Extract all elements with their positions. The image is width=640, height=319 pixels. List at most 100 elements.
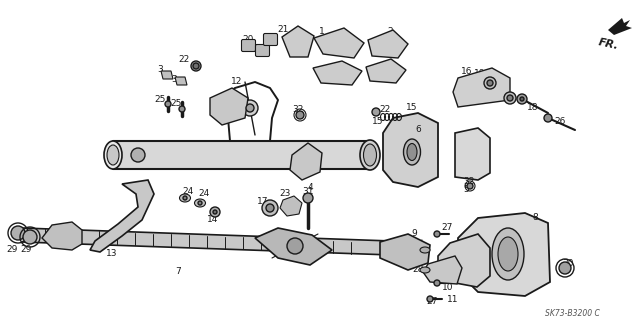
- Text: 22: 22: [380, 105, 390, 114]
- Text: 9: 9: [411, 229, 417, 239]
- Polygon shape: [22, 228, 420, 256]
- Polygon shape: [280, 196, 302, 216]
- Ellipse shape: [195, 199, 205, 207]
- Text: 23: 23: [279, 189, 291, 198]
- Ellipse shape: [420, 247, 430, 253]
- Circle shape: [544, 114, 552, 122]
- Circle shape: [23, 230, 37, 244]
- Circle shape: [179, 106, 185, 112]
- Text: 27: 27: [426, 296, 438, 306]
- Polygon shape: [453, 68, 510, 107]
- Polygon shape: [368, 30, 408, 58]
- Text: 10: 10: [442, 283, 454, 292]
- Text: 20: 20: [243, 35, 253, 44]
- Text: 2: 2: [385, 70, 391, 78]
- Text: 26: 26: [554, 116, 566, 125]
- Ellipse shape: [179, 194, 191, 202]
- Text: 1: 1: [319, 27, 325, 36]
- FancyBboxPatch shape: [255, 44, 269, 56]
- Circle shape: [191, 61, 201, 71]
- Text: 19: 19: [496, 86, 508, 95]
- Text: 25: 25: [170, 100, 182, 108]
- Ellipse shape: [364, 144, 376, 166]
- Text: 28: 28: [412, 265, 424, 275]
- Text: 2: 2: [387, 27, 393, 36]
- Polygon shape: [161, 71, 173, 79]
- Circle shape: [165, 101, 171, 107]
- Text: 12: 12: [231, 78, 243, 86]
- Circle shape: [467, 183, 473, 189]
- Circle shape: [262, 200, 278, 216]
- Ellipse shape: [420, 267, 430, 273]
- FancyBboxPatch shape: [241, 40, 255, 51]
- Text: 31: 31: [302, 188, 314, 197]
- Text: 27: 27: [442, 273, 452, 283]
- Circle shape: [303, 193, 313, 203]
- Text: 22: 22: [179, 55, 189, 63]
- Circle shape: [193, 63, 199, 69]
- Text: 8: 8: [532, 213, 538, 222]
- Circle shape: [372, 108, 380, 116]
- Text: 11: 11: [447, 294, 459, 303]
- Circle shape: [296, 111, 304, 119]
- Text: 6: 6: [415, 125, 421, 135]
- Circle shape: [210, 207, 220, 217]
- Circle shape: [287, 238, 303, 254]
- Ellipse shape: [403, 139, 420, 165]
- Text: 16: 16: [461, 68, 473, 77]
- Circle shape: [213, 210, 217, 214]
- Circle shape: [559, 262, 571, 274]
- Text: 7: 7: [175, 266, 181, 276]
- Circle shape: [517, 94, 527, 104]
- Text: 24: 24: [182, 187, 194, 196]
- Text: 18: 18: [527, 102, 539, 112]
- Polygon shape: [90, 180, 154, 252]
- Text: 17: 17: [257, 197, 269, 206]
- Polygon shape: [458, 213, 550, 296]
- Text: 15: 15: [406, 102, 418, 112]
- Circle shape: [504, 92, 516, 104]
- Polygon shape: [423, 256, 462, 284]
- Circle shape: [242, 100, 258, 116]
- Circle shape: [11, 226, 25, 240]
- Text: 32: 32: [463, 177, 475, 187]
- Text: 5: 5: [463, 186, 469, 195]
- Text: 14: 14: [207, 216, 219, 225]
- Text: 28: 28: [412, 244, 424, 254]
- Circle shape: [183, 196, 187, 200]
- Text: 15: 15: [372, 116, 384, 125]
- Ellipse shape: [407, 144, 417, 160]
- Circle shape: [198, 201, 202, 205]
- Polygon shape: [366, 59, 406, 83]
- Text: 4: 4: [307, 182, 313, 191]
- Polygon shape: [175, 77, 187, 85]
- Ellipse shape: [360, 140, 380, 170]
- Text: 30: 30: [563, 259, 573, 269]
- Text: 3: 3: [157, 65, 163, 75]
- Text: SK73-B3200 C: SK73-B3200 C: [545, 308, 600, 317]
- Polygon shape: [42, 222, 82, 250]
- Text: 3: 3: [171, 76, 177, 85]
- Polygon shape: [290, 143, 322, 180]
- Ellipse shape: [107, 145, 119, 165]
- Text: 19: 19: [474, 70, 486, 78]
- Text: 24: 24: [198, 189, 210, 198]
- Circle shape: [246, 104, 254, 112]
- FancyBboxPatch shape: [113, 141, 370, 169]
- Polygon shape: [455, 128, 490, 180]
- Polygon shape: [314, 28, 364, 58]
- Polygon shape: [438, 234, 490, 287]
- Ellipse shape: [104, 141, 122, 169]
- Text: FR.: FR.: [597, 37, 620, 51]
- Circle shape: [131, 148, 145, 162]
- Polygon shape: [210, 88, 248, 125]
- Text: 25: 25: [154, 94, 166, 103]
- Circle shape: [434, 280, 440, 286]
- Text: 13: 13: [106, 249, 118, 258]
- Polygon shape: [608, 18, 632, 35]
- Polygon shape: [380, 234, 430, 270]
- Text: 21: 21: [277, 25, 289, 33]
- Text: 29: 29: [20, 244, 32, 254]
- Text: 29: 29: [6, 244, 18, 254]
- Text: 27: 27: [442, 222, 452, 232]
